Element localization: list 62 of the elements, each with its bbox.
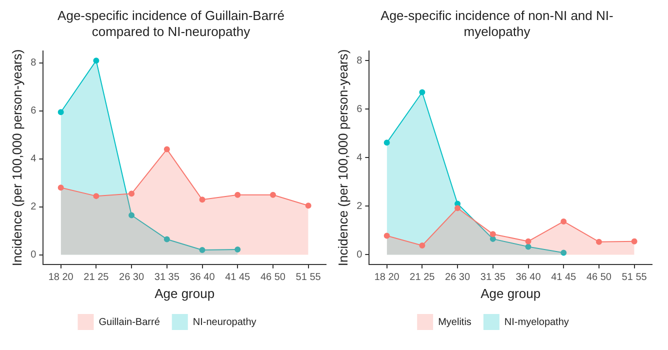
y-tick-label: 0: [356, 249, 363, 260]
point: [199, 196, 206, 203]
point: [270, 192, 276, 198]
x-tick-label: 26 30: [445, 272, 470, 284]
y-axis-title: Incidence (per 100,000 person-years): [335, 49, 350, 266]
x-tick-label: 51 55: [622, 272, 648, 284]
chart-title: Age-specific incidence of Guillain-Barré compared to NI-neuropathy: [56, 8, 286, 41]
x-tick-label: 18 20: [374, 272, 400, 284]
chart-title: Age-specific incidence of non-NI and NI-myelopathy: [380, 8, 614, 41]
point: [490, 231, 496, 238]
point: [234, 246, 241, 253]
x-tick-label: 36 40: [190, 272, 216, 284]
point: [525, 244, 532, 250]
x-tick-label: 21 25: [410, 272, 436, 284]
point: [199, 247, 206, 254]
legend-label: Guillain-Barré: [98, 316, 160, 328]
y-tick-label: 2: [356, 200, 363, 212]
point: [93, 58, 100, 64]
point: [164, 146, 170, 152]
point: [454, 205, 461, 212]
x-tick-label: 46 50: [260, 272, 286, 284]
point: [93, 193, 100, 200]
x-tick-label: 31 35: [154, 272, 180, 284]
point: [305, 202, 312, 209]
point: [58, 184, 64, 191]
point: [58, 109, 64, 116]
x-tick-label: 18 20: [48, 272, 74, 284]
point: [419, 89, 426, 96]
point: [384, 140, 390, 146]
legend-label: NI-myelopathy: [504, 316, 569, 328]
x-axis-title: Age group: [154, 286, 215, 301]
x-tick-label: 46 50: [586, 272, 612, 284]
legend-label: Myelitis: [438, 316, 472, 328]
point: [234, 192, 241, 198]
point: [128, 212, 135, 218]
y-axis-title: Incidence (per 100,000 person-years): [9, 49, 24, 266]
x-tick-label: 51 55: [296, 272, 322, 284]
x-tick-label: 41 45: [551, 272, 577, 284]
point: [128, 190, 135, 197]
point: [525, 238, 532, 244]
point: [164, 236, 170, 242]
legend-label: NI-neuropathy: [192, 316, 256, 328]
y-tick-label: 4: [30, 154, 37, 165]
x-axis-title: Age group: [480, 286, 541, 301]
y-tick-label: 2: [30, 202, 37, 213]
y-tick-label: 4: [356, 152, 363, 164]
point: [419, 242, 426, 248]
x-tick-label: 41 45: [225, 272, 251, 284]
x-tick-label: 31 35: [480, 272, 506, 284]
x-tick-label: 36 40: [516, 272, 542, 284]
point: [631, 238, 638, 244]
y-tick-label: 6: [30, 106, 37, 117]
x-tick-label: 26 30: [119, 272, 144, 284]
y-tick-label: 8: [30, 58, 37, 69]
y-tick-label: 8: [356, 55, 363, 66]
y-tick-label: 0: [30, 250, 37, 261]
point: [596, 238, 602, 245]
y-tick-label: 6: [356, 104, 363, 115]
point: [560, 218, 567, 224]
point: [384, 232, 390, 239]
x-tick-label: 21 25: [84, 272, 110, 284]
point: [560, 250, 567, 256]
